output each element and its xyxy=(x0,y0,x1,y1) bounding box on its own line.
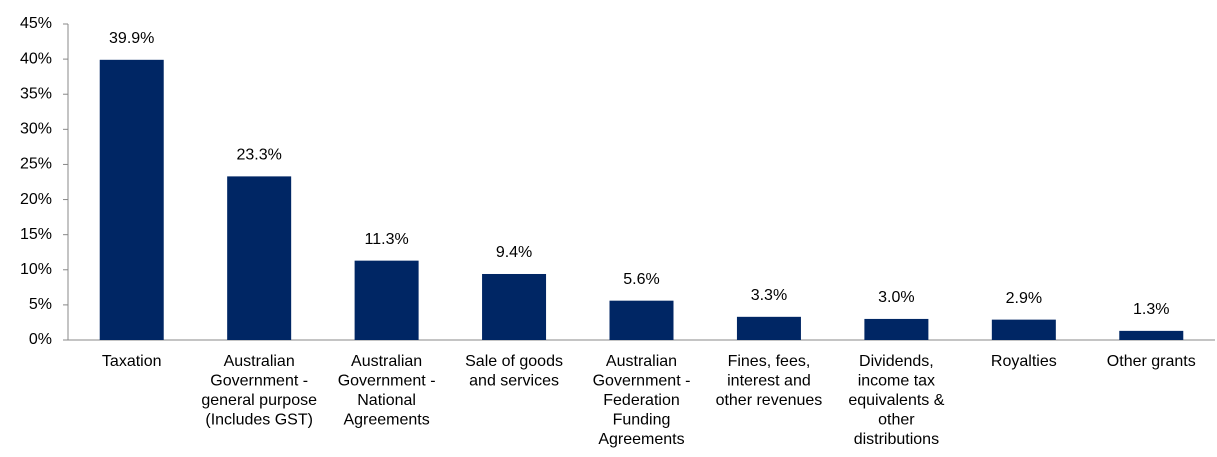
x-tick-label: Australian Government -Federation Funding A… xyxy=(593,353,691,448)
data-label: 9.4% xyxy=(496,244,532,261)
y-tick-label: 40% xyxy=(20,50,52,67)
x-tick-label: Australian Government -National Agreements xyxy=(338,353,436,429)
bar xyxy=(354,260,419,340)
bar xyxy=(991,319,1056,340)
bar xyxy=(864,318,929,340)
y-tick-label: 35% xyxy=(20,85,52,102)
bar xyxy=(99,59,164,341)
bar xyxy=(1119,330,1184,340)
y-tick-label: 15% xyxy=(20,226,52,243)
y-tick-label: 10% xyxy=(20,261,52,278)
y-tick-label: 25% xyxy=(20,156,52,173)
x-tick-label: Fines, fees, interest and other revenues xyxy=(716,353,823,409)
x-tick-label: Royalties xyxy=(991,353,1057,370)
bar xyxy=(227,176,292,340)
x-tick-label: Sale of goods and services xyxy=(465,353,563,390)
y-tick-label: 20% xyxy=(20,191,52,208)
data-label: 5.6% xyxy=(623,271,659,288)
x-tick-label: Other grants xyxy=(1107,353,1196,370)
x-tick-label: Dividends, income tax equivalents & other di… xyxy=(848,353,944,448)
bar xyxy=(609,300,674,340)
data-label: 2.9% xyxy=(1006,290,1042,307)
y-tick-label: 0% xyxy=(29,331,52,348)
data-label: 3.3% xyxy=(751,287,787,304)
y-tick-label: 30% xyxy=(20,121,52,138)
x-tick-label: Taxation xyxy=(102,353,162,370)
y-tick-label: 45% xyxy=(20,15,52,32)
bar xyxy=(482,273,547,340)
data-label: 39.9% xyxy=(109,30,154,47)
bar xyxy=(736,316,801,340)
x-tick-label: Australian Government -general purpose (In… xyxy=(201,353,317,429)
data-label: 23.3% xyxy=(236,147,281,164)
y-tick-label: 5% xyxy=(29,296,52,313)
data-label: 11.3% xyxy=(365,231,409,248)
data-label: 1.3% xyxy=(1133,301,1169,318)
data-label: 3.0% xyxy=(878,289,914,306)
